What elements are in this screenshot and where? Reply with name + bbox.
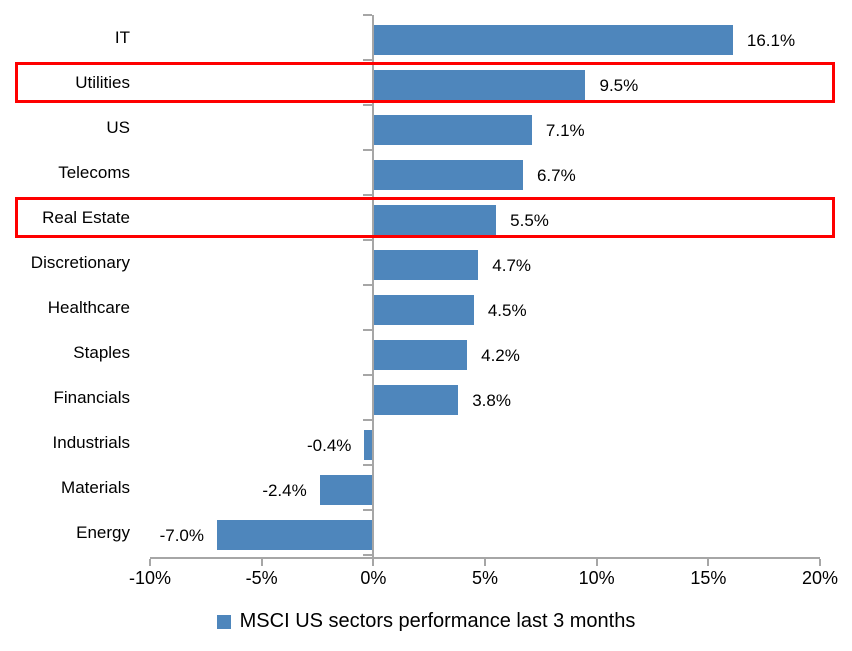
value-label: 6.7% <box>536 165 576 185</box>
category-tick <box>363 104 373 106</box>
category-tick <box>363 59 373 61</box>
legend: MSCI US sectors performance last 3 month… <box>0 610 852 633</box>
bar <box>364 430 374 460</box>
x-tick-label: 15% <box>690 568 727 588</box>
category-label: Industrials <box>52 433 130 452</box>
category-label: Financials <box>53 388 130 407</box>
category-tick <box>363 374 373 376</box>
x-axis-tick <box>484 559 486 566</box>
x-axis-tick <box>819 559 821 566</box>
bar <box>217 520 374 550</box>
category-label: US <box>106 118 130 137</box>
category-label: Energy <box>76 523 130 542</box>
x-axis-tick <box>372 559 375 566</box>
category-tick <box>363 419 373 421</box>
category-tick <box>363 284 373 286</box>
value-label: 9.5% <box>599 75 639 95</box>
category-label: Discretionary <box>30 253 130 272</box>
bar <box>373 160 523 190</box>
x-axis-tick <box>707 559 710 566</box>
category-tick <box>363 509 373 511</box>
bar <box>373 25 733 55</box>
x-tick-label: -5% <box>245 568 278 588</box>
x-tick-label: 10% <box>578 568 615 588</box>
category-tick <box>363 554 373 556</box>
value-label: 5.5% <box>510 210 549 230</box>
x-tick-label: 20% <box>801 568 839 588</box>
category-tick <box>363 329 373 331</box>
category-label: Utilities <box>75 73 130 92</box>
bar <box>373 385 459 415</box>
legend-label: MSCI US sectors performance last 3 month… <box>239 610 636 632</box>
y-axis-line <box>372 15 375 557</box>
bar <box>373 205 497 235</box>
value-label: -7.0% <box>159 525 204 545</box>
x-axis-tick <box>149 559 151 566</box>
value-label: 4.2% <box>481 345 520 365</box>
category-tick <box>363 194 373 196</box>
value-label: 4.5% <box>487 300 527 320</box>
value-label: 16.1% <box>746 30 796 50</box>
category-tick <box>363 464 373 466</box>
value-label: 3.8% <box>472 390 511 410</box>
bar <box>373 115 532 145</box>
x-axis-line <box>150 557 820 559</box>
bar <box>373 250 479 280</box>
value-label: -2.4% <box>262 480 307 500</box>
category-tick <box>363 239 373 241</box>
category-tick <box>363 14 373 16</box>
highlight-box <box>15 62 835 103</box>
x-axis-tick <box>260 559 263 566</box>
category-label: Materials <box>61 478 130 497</box>
category-label: Staples <box>73 343 130 362</box>
category-label: Telecoms <box>58 163 130 182</box>
x-axis-tick <box>595 559 598 566</box>
category-tick <box>363 149 373 151</box>
x-tick-label: 0% <box>360 568 387 588</box>
bar <box>319 475 374 505</box>
category-label: IT <box>114 28 130 47</box>
bar <box>373 295 474 325</box>
value-label: 7.1% <box>545 120 585 140</box>
legend-marker-icon <box>216 614 231 629</box>
x-tick-label: 5% <box>471 568 499 588</box>
highlight-box <box>15 197 835 238</box>
value-label: -0.4% <box>306 435 352 455</box>
category-label: Healthcare <box>47 298 130 317</box>
bar <box>373 70 586 100</box>
x-tick-label: -10% <box>128 568 172 588</box>
category-label: Real Estate <box>42 208 130 227</box>
value-label: 4.7% <box>492 255 532 275</box>
bar <box>373 340 468 370</box>
